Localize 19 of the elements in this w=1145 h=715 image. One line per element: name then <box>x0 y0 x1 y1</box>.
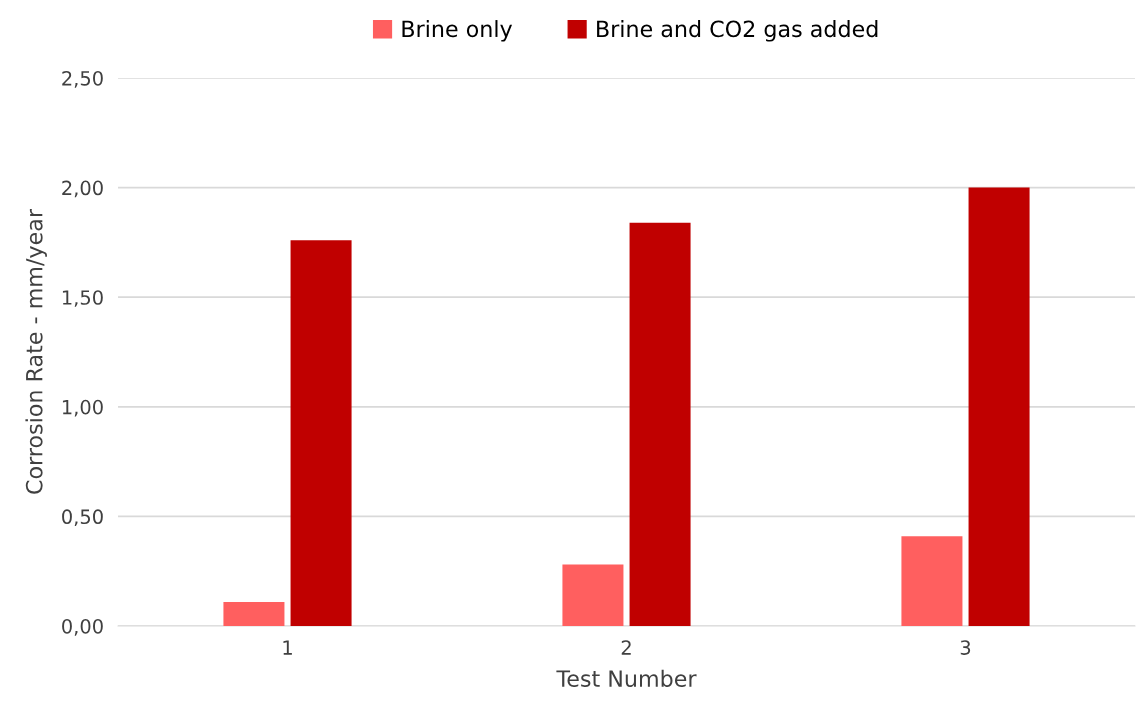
y-tick-label: 0,50 <box>62 509 103 527</box>
legend-label: Brine and CO2 gas added <box>597 20 878 42</box>
bar <box>629 222 691 626</box>
y-tick-label: 2,50 <box>62 70 103 88</box>
bar <box>223 601 285 626</box>
x-tick-label: 2 <box>621 640 631 655</box>
y-tick-label: 1,00 <box>62 399 103 417</box>
bar <box>562 564 624 626</box>
legend-label: Brine only <box>402 20 513 42</box>
y-tick-label: 2,00 <box>62 180 103 198</box>
bar <box>968 187 1030 626</box>
x-axis-title: Test Number <box>556 669 697 688</box>
bar <box>901 536 963 626</box>
y-tick-label: 1,50 <box>62 290 103 307</box>
y-axis-title: Corrosion Rate - mm/year <box>25 208 47 494</box>
bar <box>290 240 352 626</box>
x-tick-label: 3 <box>960 640 971 655</box>
y-tick-label: 0,00 <box>62 618 103 636</box>
x-tick-label: 1 <box>283 640 292 655</box>
